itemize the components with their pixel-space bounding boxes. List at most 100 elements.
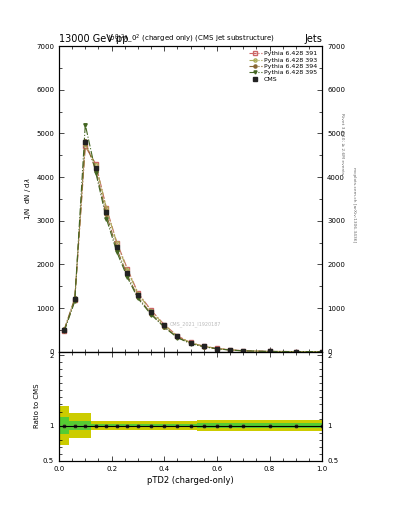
- Pythia 6.428 393: [72, 296, 77, 303]
- Pythia 6.428 391: [83, 143, 88, 150]
- Pythia 6.428 394: [202, 344, 206, 350]
- Pythia 6.428 394: [114, 246, 119, 252]
- Pythia 6.428 394: [175, 334, 180, 340]
- Pythia 6.428 395: [149, 311, 153, 317]
- Pythia 6.428 395: [215, 346, 219, 352]
- CMS: [72, 296, 77, 303]
- Pythia 6.428 395: [62, 328, 66, 334]
- Pythia 6.428 395: [175, 335, 180, 341]
- Pythia 6.428 391: [136, 290, 140, 296]
- Pythia 6.428 393: [202, 343, 206, 349]
- Pythia 6.428 391: [162, 322, 167, 328]
- Pythia 6.428 394: [162, 324, 167, 330]
- Title: $(p_T^P)^2\lambda\_0^2$ (charged only) (CMS jet substructure): $(p_T^P)^2\lambda\_0^2$ (charged only) (…: [107, 33, 275, 46]
- Line: Pythia 6.428 393: Pythia 6.428 393: [62, 142, 324, 353]
- Text: Jets: Jets: [305, 33, 322, 44]
- Pythia 6.428 393: [228, 347, 233, 353]
- CMS: [202, 344, 206, 350]
- Text: 13000 GeV pp: 13000 GeV pp: [59, 33, 129, 44]
- Pythia 6.428 394: [62, 326, 66, 332]
- Pythia 6.428 391: [215, 345, 219, 351]
- Pythia 6.428 393: [136, 290, 140, 296]
- Pythia 6.428 394: [294, 349, 298, 355]
- CMS: [94, 165, 98, 172]
- Pythia 6.428 393: [125, 267, 130, 273]
- Pythia 6.428 391: [104, 204, 109, 210]
- Pythia 6.428 395: [162, 324, 167, 330]
- Text: Rivet 3.1.10; ≥ 2.6M events: Rivet 3.1.10; ≥ 2.6M events: [340, 113, 344, 174]
- Pythia 6.428 393: [114, 240, 119, 246]
- Pythia 6.428 393: [241, 348, 246, 354]
- Pythia 6.428 395: [125, 274, 130, 281]
- Pythia 6.428 391: [267, 348, 272, 354]
- Pythia 6.428 395: [94, 169, 98, 176]
- Pythia 6.428 394: [267, 348, 272, 354]
- Pythia 6.428 395: [294, 349, 298, 355]
- Line: CMS: CMS: [62, 140, 324, 354]
- Pythia 6.428 391: [149, 307, 153, 313]
- Pythia 6.428 394: [241, 348, 246, 354]
- Line: Pythia 6.428 391: Pythia 6.428 391: [62, 145, 324, 353]
- Pythia 6.428 393: [83, 141, 88, 147]
- Pythia 6.428 393: [188, 339, 193, 346]
- Pythia 6.428 394: [83, 138, 88, 144]
- Pythia 6.428 391: [228, 347, 233, 353]
- CMS: [125, 270, 130, 276]
- Pythia 6.428 391: [294, 349, 298, 355]
- Pythia 6.428 391: [188, 339, 193, 346]
- Text: mcplots.cern.ch [arXiv:1306.3436]: mcplots.cern.ch [arXiv:1306.3436]: [352, 167, 356, 242]
- Pythia 6.428 393: [294, 349, 298, 355]
- Pythia 6.428 391: [62, 328, 66, 334]
- CMS: [104, 209, 109, 215]
- Legend: Pythia 6.428 391, Pythia 6.428 393, Pythia 6.428 394, Pythia 6.428 395, CMS: Pythia 6.428 391, Pythia 6.428 393, Pyth…: [247, 49, 319, 83]
- Pythia 6.428 394: [72, 295, 77, 302]
- CMS: [62, 327, 66, 333]
- Pythia 6.428 395: [104, 216, 109, 222]
- Pythia 6.428 393: [162, 322, 167, 328]
- CMS: [136, 292, 140, 298]
- Pythia 6.428 393: [267, 348, 272, 354]
- Pythia 6.428 394: [125, 272, 130, 279]
- Pythia 6.428 391: [202, 343, 206, 349]
- CMS: [162, 323, 167, 329]
- Pythia 6.428 394: [94, 167, 98, 174]
- CMS: [228, 347, 233, 353]
- Pythia 6.428 393: [215, 346, 219, 352]
- Pythia 6.428 395: [188, 340, 193, 347]
- CMS: [149, 309, 153, 315]
- Line: Pythia 6.428 394: Pythia 6.428 394: [62, 139, 324, 353]
- CMS: [83, 139, 88, 145]
- Pythia 6.428 391: [175, 333, 180, 339]
- Pythia 6.428 394: [104, 211, 109, 217]
- Pythia 6.428 394: [228, 347, 233, 353]
- Pythia 6.428 395: [83, 121, 88, 127]
- CMS: [241, 348, 246, 354]
- Pythia 6.428 395: [202, 344, 206, 350]
- Pythia 6.428 393: [175, 333, 180, 339]
- Pythia 6.428 393: [94, 162, 98, 168]
- Y-axis label: 1/N  dN / d$\lambda$: 1/N dN / d$\lambda$: [23, 178, 33, 220]
- CMS: [294, 349, 298, 355]
- Pythia 6.428 394: [136, 294, 140, 300]
- Pythia 6.428 394: [188, 340, 193, 347]
- Pythia 6.428 391: [72, 297, 77, 303]
- Pythia 6.428 391: [94, 161, 98, 167]
- Pythia 6.428 391: [114, 240, 119, 246]
- Pythia 6.428 395: [228, 347, 233, 353]
- Pythia 6.428 393: [104, 205, 109, 211]
- Pythia 6.428 391: [320, 349, 325, 355]
- Pythia 6.428 395: [320, 349, 325, 355]
- CMS: [188, 340, 193, 346]
- Pythia 6.428 395: [267, 348, 272, 354]
- Pythia 6.428 395: [72, 298, 77, 305]
- X-axis label: pTD2 (charged-only): pTD2 (charged-only): [147, 476, 234, 485]
- Pythia 6.428 395: [114, 249, 119, 255]
- Pythia 6.428 395: [136, 295, 140, 302]
- Pythia 6.428 395: [241, 348, 246, 354]
- Pythia 6.428 391: [125, 266, 130, 272]
- Text: CMS_2021_I1920187: CMS_2021_I1920187: [170, 322, 222, 327]
- Pythia 6.428 393: [320, 349, 325, 355]
- Pythia 6.428 393: [149, 308, 153, 314]
- CMS: [114, 244, 119, 250]
- Pythia 6.428 391: [241, 348, 246, 354]
